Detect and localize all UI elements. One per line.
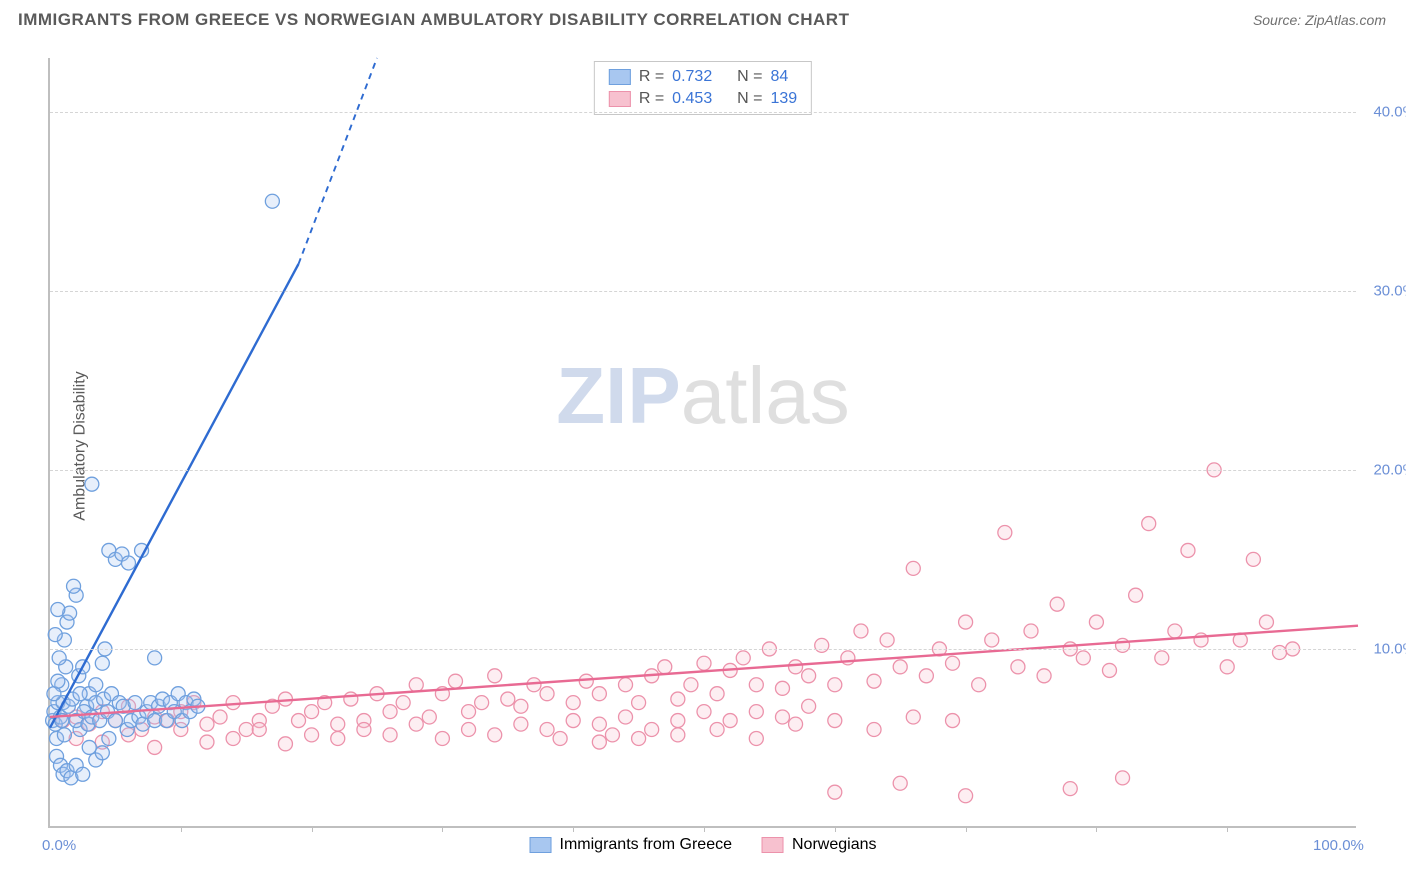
- legend-label: Norwegians: [792, 836, 876, 854]
- legend-r-label: R =: [639, 90, 664, 108]
- scatter-plot: [50, 58, 1356, 826]
- legend-series: Immigrants from Greece Norwegians: [530, 836, 877, 854]
- chart-title: IMMIGRANTS FROM GREECE VS NORWEGIAN AMBU…: [18, 10, 849, 30]
- legend-swatch-icon: [762, 837, 784, 853]
- legend-label: Immigrants from Greece: [560, 836, 732, 854]
- legend-stats-row: R = 0.453 N = 139: [609, 88, 797, 110]
- y-tick-label: 10.0%: [1361, 640, 1406, 657]
- legend-r-label: R =: [639, 68, 664, 86]
- legend-n-label: N =: [737, 68, 762, 86]
- legend-n-value: 139: [770, 90, 797, 108]
- x-tick-label: 100.0%: [1313, 837, 1364, 854]
- legend-n-label: N =: [737, 90, 762, 108]
- x-tick-label: 0.0%: [42, 837, 76, 854]
- y-tick-label: 40.0%: [1361, 103, 1406, 120]
- y-tick-label: 20.0%: [1361, 461, 1406, 478]
- legend-item: Norwegians: [762, 836, 876, 854]
- source-label: Source: ZipAtlas.com: [1253, 12, 1386, 28]
- legend-n-value: 84: [770, 68, 788, 86]
- y-tick-label: 30.0%: [1361, 282, 1406, 299]
- legend-r-value: 0.732: [672, 68, 712, 86]
- legend-stats-row: R = 0.732 N = 84: [609, 66, 797, 88]
- legend-swatch-icon: [609, 69, 631, 85]
- header: IMMIGRANTS FROM GREECE VS NORWEGIAN AMBU…: [0, 0, 1406, 35]
- legend-item: Immigrants from Greece: [530, 836, 732, 854]
- chart-area: ZIPatlas R = 0.732 N = 84 R = 0.453 N = …: [48, 58, 1356, 828]
- legend-swatch-icon: [609, 91, 631, 107]
- legend-swatch-icon: [530, 837, 552, 853]
- legend-stats: R = 0.732 N = 84 R = 0.453 N = 139: [594, 61, 812, 115]
- legend-r-value: 0.453: [672, 90, 712, 108]
